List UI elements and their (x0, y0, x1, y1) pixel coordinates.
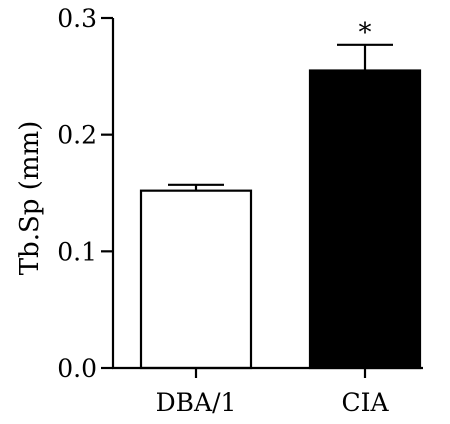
x-category-label: DBA/1 (156, 388, 237, 417)
x-axis-labels: DBA/1 CIA (156, 368, 389, 417)
y-tick-label: 0.2 (57, 121, 97, 150)
y-tick-label: 0.3 (57, 4, 97, 33)
x-category-label: CIA (341, 388, 389, 417)
bar-dba-1 (139, 189, 253, 370)
y-axis-ticks: 0.0 0.1 0.2 0.3 (57, 4, 113, 383)
y-axis-title: Tb.Sp (mm) (15, 121, 45, 276)
bar-cia (308, 69, 422, 370)
significance-marker: * (359, 18, 372, 48)
y-tick-label: 0.1 (57, 237, 97, 266)
y-tick-label: 0.0 (57, 354, 97, 383)
bars: * (139, 18, 422, 370)
